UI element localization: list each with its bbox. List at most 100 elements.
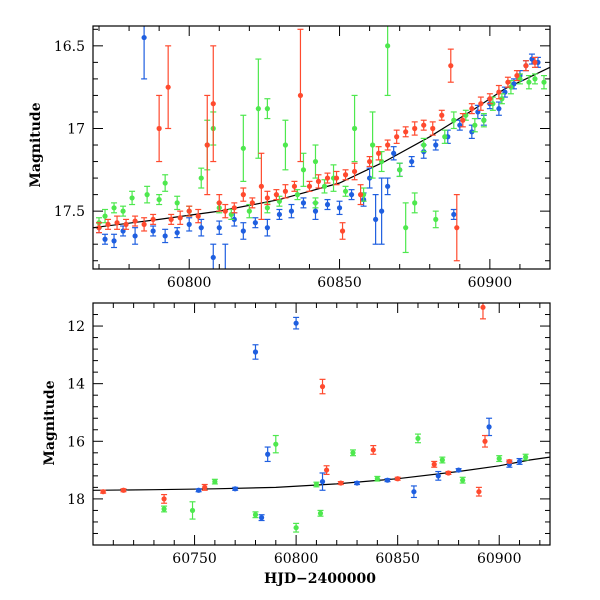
- data-point: [258, 515, 265, 521]
- data-point: [105, 221, 111, 227]
- data-point: [442, 134, 448, 140]
- data-point: [511, 81, 517, 87]
- data-point: [129, 195, 135, 201]
- data-point: [336, 205, 343, 211]
- data-point: [249, 200, 255, 206]
- data-point: [161, 506, 167, 512]
- data-point: [186, 221, 192, 227]
- y-tick-label: 14: [67, 377, 85, 393]
- data-point: [476, 489, 482, 495]
- data-point: [240, 192, 246, 198]
- data-point: [265, 451, 271, 457]
- data-point: [161, 496, 167, 502]
- data-point: [132, 233, 138, 239]
- series-red: [96, 28, 538, 262]
- x-tick-label: 60800: [167, 275, 212, 291]
- data-point: [150, 216, 156, 223]
- data-point: [351, 168, 358, 175]
- data-point: [487, 96, 493, 102]
- data-point: [252, 220, 258, 226]
- data-point: [384, 477, 391, 483]
- data-point: [196, 487, 202, 493]
- data-point: [319, 479, 326, 485]
- data-point: [391, 150, 397, 156]
- data-point: [306, 183, 313, 189]
- data-point: [324, 201, 331, 208]
- data-point: [258, 183, 264, 189]
- plot-area: [93, 26, 550, 269]
- data-point: [293, 320, 299, 326]
- bottom-light-curve-panel: 60750 60800 60850 60900 12 14 16 18: [67, 302, 551, 567]
- data-point: [435, 473, 441, 479]
- x-tick-label: 60850: [375, 551, 420, 567]
- data-point: [300, 200, 307, 206]
- data-point: [451, 211, 457, 218]
- data-point: [252, 512, 259, 518]
- data-point: [367, 175, 373, 181]
- data-point: [195, 213, 201, 219]
- data-point: [204, 142, 210, 148]
- data-point: [480, 304, 486, 310]
- data-point: [111, 205, 117, 211]
- data-point: [532, 59, 538, 65]
- plot-frame: [92, 25, 551, 270]
- data-point: [150, 228, 156, 234]
- data-point: [412, 200, 418, 206]
- plot-frame: [92, 302, 551, 546]
- data-point: [162, 233, 168, 239]
- data-point: [523, 454, 529, 460]
- data-point: [541, 79, 547, 85]
- data-point: [210, 254, 216, 261]
- data-point: [526, 79, 532, 85]
- data-point: [373, 216, 379, 223]
- data-point: [202, 484, 208, 490]
- data-point: [385, 183, 391, 189]
- data-point: [252, 349, 259, 355]
- data-point: [433, 142, 439, 148]
- data-point: [454, 225, 460, 231]
- data-point: [168, 216, 174, 223]
- data-point: [367, 158, 373, 165]
- data-point: [231, 216, 237, 223]
- data-point: [433, 216, 439, 223]
- data-point: [264, 106, 270, 112]
- bottom-y-axis-title: Magnitude: [42, 380, 58, 465]
- data-point: [397, 167, 403, 173]
- series-blue: [195, 316, 523, 522]
- data-point: [273, 192, 280, 198]
- data-point: [102, 236, 108, 242]
- data-point: [486, 424, 492, 430]
- data-point: [156, 125, 162, 132]
- data-point: [141, 34, 147, 41]
- data-point: [421, 122, 427, 128]
- data-point: [472, 122, 478, 128]
- data-point: [294, 192, 301, 198]
- data-point: [421, 142, 427, 148]
- data-point: [210, 101, 216, 107]
- data-point: [374, 476, 380, 482]
- data-point: [288, 208, 295, 214]
- data-point: [297, 92, 304, 99]
- data-point: [240, 145, 246, 151]
- data-point: [273, 441, 279, 447]
- series-red: [100, 303, 513, 504]
- data-point: [293, 525, 299, 531]
- y-tick-label: 16: [67, 434, 85, 450]
- data-point: [212, 479, 218, 485]
- data-point: [240, 228, 246, 234]
- x-tick-label: 60750: [172, 551, 217, 567]
- data-point: [282, 188, 289, 194]
- data-point: [496, 106, 502, 112]
- data-point: [114, 220, 120, 226]
- data-point: [246, 208, 252, 214]
- data-point: [370, 142, 376, 148]
- x-tick-label: 60850: [317, 275, 362, 291]
- data-point: [348, 192, 355, 198]
- data-point: [339, 228, 346, 234]
- data-point: [111, 238, 117, 244]
- data-point: [415, 435, 421, 442]
- data-point: [144, 192, 150, 198]
- data-point: [282, 142, 289, 148]
- data-point: [198, 175, 204, 181]
